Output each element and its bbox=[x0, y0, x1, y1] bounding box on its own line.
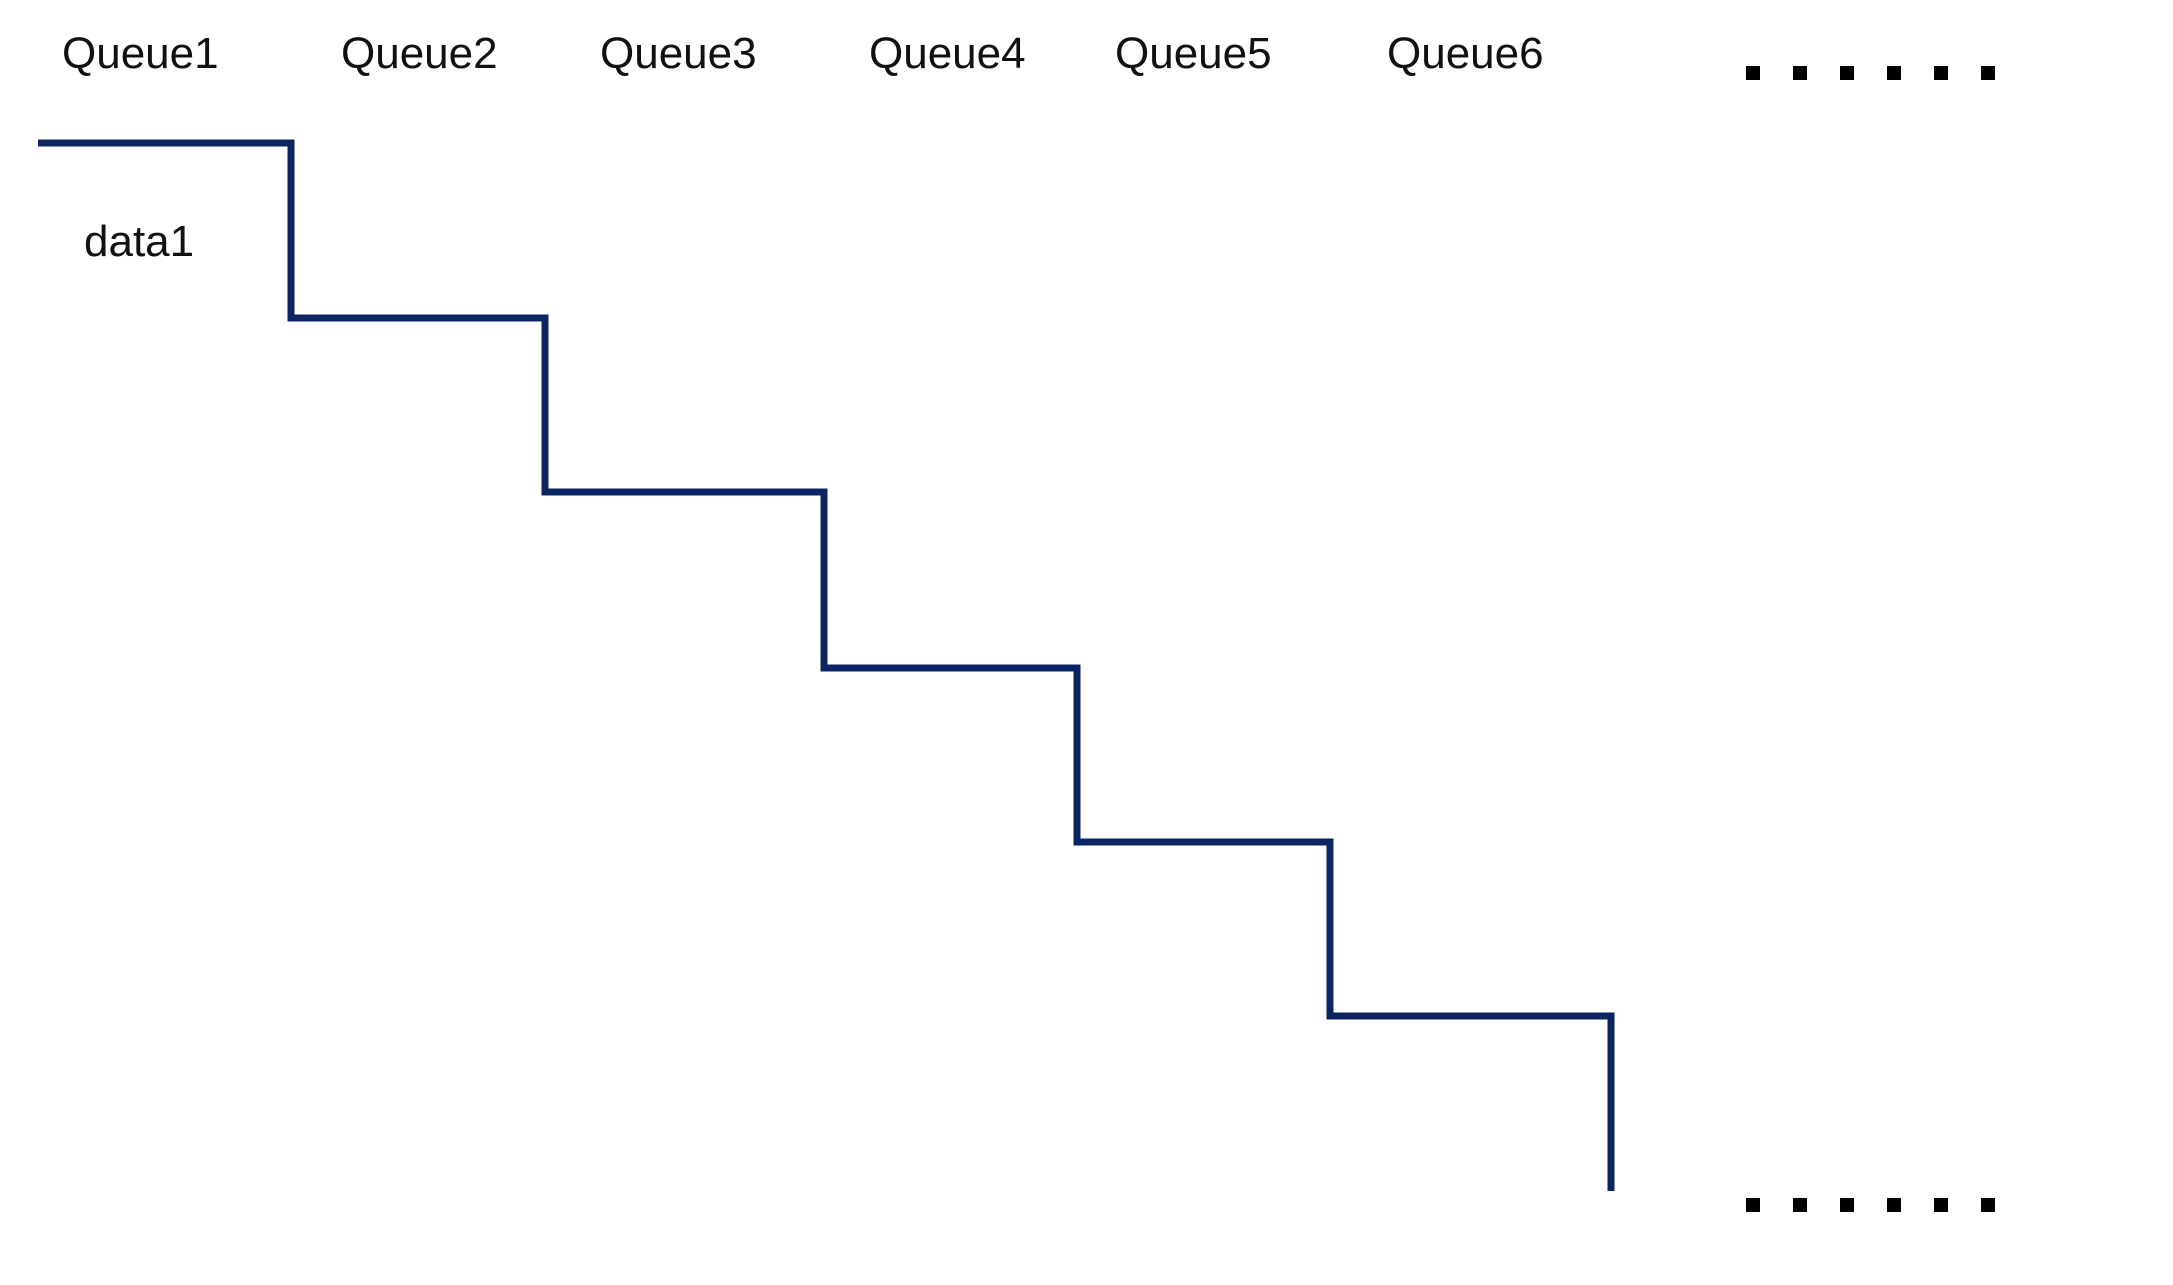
ellipsis-top-dot-5 bbox=[1934, 66, 1948, 80]
ellipsis-top-dot-6 bbox=[1981, 66, 1995, 80]
ellipsis-bottom bbox=[1746, 1198, 1995, 1212]
ellipsis-top bbox=[1746, 66, 1995, 80]
ellipsis-top-dot-4 bbox=[1887, 66, 1901, 80]
queue-label-5: Queue5 bbox=[1115, 29, 1272, 78]
ellipsis-bottom-dot-1 bbox=[1746, 1198, 1760, 1212]
queue-label-6: Queue6 bbox=[1387, 29, 1544, 78]
ellipsis-top-dot-2 bbox=[1793, 66, 1807, 80]
data-label: data1 bbox=[84, 217, 194, 266]
ellipsis-bottom-dot-6 bbox=[1981, 1198, 1995, 1212]
ellipsis-top-dot-3 bbox=[1840, 66, 1854, 80]
ellipsis-bottom-dot-3 bbox=[1840, 1198, 1854, 1212]
queue-label-2: Queue2 bbox=[341, 29, 498, 78]
ellipsis-bottom-dot-2 bbox=[1793, 1198, 1807, 1212]
queue-label-4: Queue4 bbox=[869, 29, 1026, 78]
queue-label-1: Queue1 bbox=[62, 29, 219, 78]
ellipsis-bottom-dot-5 bbox=[1934, 1198, 1948, 1212]
staircase-line bbox=[38, 139, 1615, 1191]
queue-label-3: Queue3 bbox=[600, 29, 757, 78]
ellipsis-bottom-dot-4 bbox=[1887, 1198, 1901, 1212]
ellipsis-top-dot-1 bbox=[1746, 66, 1760, 80]
